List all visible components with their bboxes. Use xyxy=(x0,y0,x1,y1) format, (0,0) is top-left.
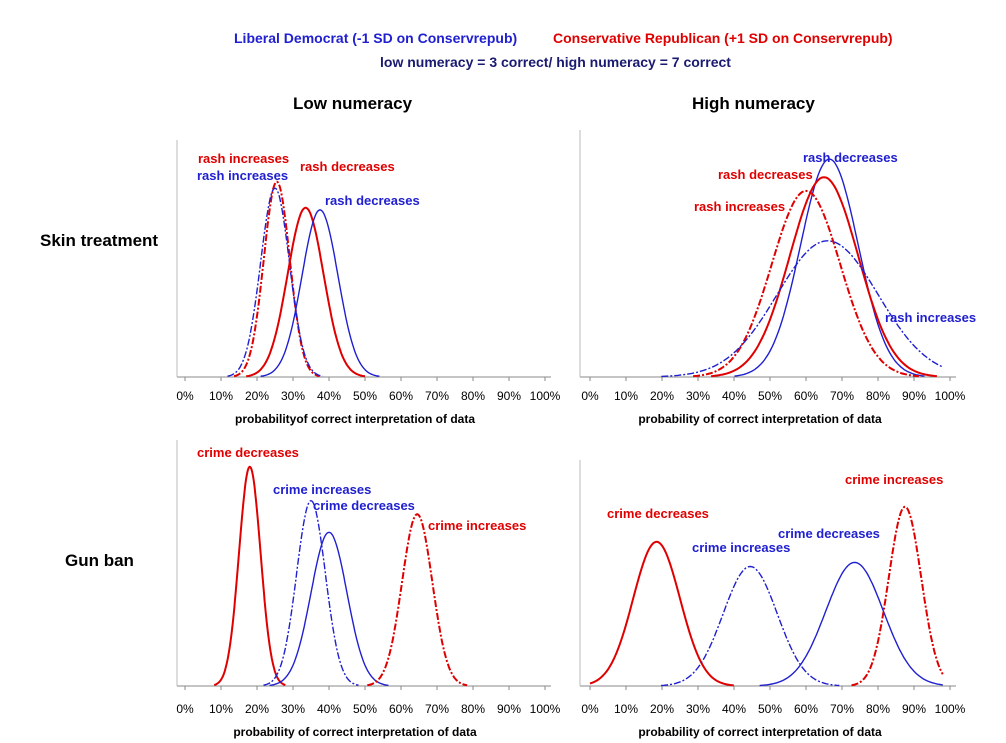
series-label: crime decreases xyxy=(778,526,880,541)
series-conservative-solid-curve xyxy=(589,540,734,687)
x-tick-label: 100% xyxy=(530,702,561,716)
x-tick-label: 100% xyxy=(530,389,561,403)
x-tick-label: 0% xyxy=(176,389,194,403)
series-label: crime increases xyxy=(845,472,943,487)
row-header-gun-ban: Gun ban xyxy=(65,551,134,570)
series-label: crime increases xyxy=(428,518,526,533)
series-conservative-dashed-curve xyxy=(692,189,920,378)
x-tick-label: 90% xyxy=(902,702,926,716)
x-tick-label: 60% xyxy=(794,702,818,716)
series-label: rash increases xyxy=(198,151,289,166)
x-tick-label: 40% xyxy=(722,702,746,716)
x-tick-label: 20% xyxy=(650,389,674,403)
x-tick-label: 10% xyxy=(614,702,638,716)
series-conservative-solid-curve xyxy=(213,465,286,687)
x-tick-label: 90% xyxy=(902,389,926,403)
x-tick-label: 0% xyxy=(581,389,599,403)
x-tick-label: 10% xyxy=(209,702,233,716)
series-label: rash decreases xyxy=(325,193,420,208)
series-liberal-solid-curve xyxy=(260,209,380,377)
x-tick-label: 50% xyxy=(353,702,377,716)
x-tick-label: 30% xyxy=(686,702,710,716)
chart-gun-low: 0% 10% 20% 30% 40% 50% 60% 70% 80% 90% 100% probabi… xyxy=(176,440,561,739)
series-label: rash decreases xyxy=(300,159,395,174)
x-tick-label: 50% xyxy=(758,389,782,403)
x-tick-label: 100% xyxy=(935,702,966,716)
x-axis-title: probability of correct interpretation of… xyxy=(638,412,882,426)
series-label: crime increases xyxy=(273,482,371,497)
series-label: crime decreases xyxy=(313,498,415,513)
series-label: crime decreases xyxy=(197,445,299,460)
series-conservative-solid-curve xyxy=(711,176,937,378)
x-tick-label: 10% xyxy=(614,389,638,403)
x-tick-label: 70% xyxy=(425,389,449,403)
x-tick-label: 60% xyxy=(389,702,413,716)
x-tick-label: 60% xyxy=(794,389,818,403)
x-tick-label: 50% xyxy=(758,702,782,716)
x-tick-label: 90% xyxy=(497,389,521,403)
x-tick-label: 50% xyxy=(353,389,377,403)
x-tick-label: 40% xyxy=(722,389,746,403)
series-liberal-solid-curve xyxy=(269,531,389,686)
x-tick-label: 40% xyxy=(317,389,341,403)
series-label: rash increases xyxy=(197,168,288,183)
numeracy-note: low numeracy = 3 correct/ high numeracy … xyxy=(380,54,731,70)
x-axis-title: probability of correct interpretation of… xyxy=(638,725,882,739)
x-tick-label: 20% xyxy=(245,702,269,716)
x-tick-label: 70% xyxy=(830,702,854,716)
x-tick-label: 10% xyxy=(209,389,233,403)
x-tick-label: 70% xyxy=(830,389,854,403)
chart-gun-high: 0% 10% 20% 30% 40% 50% 60% 70% 80% 90% 100% probabi… xyxy=(579,460,966,739)
x-tick-label: 100% xyxy=(935,389,966,403)
series-label: rash increases xyxy=(885,310,976,325)
x-tick-label: 0% xyxy=(176,702,194,716)
column-header-high-numeracy: High numeracy xyxy=(692,94,815,113)
column-header-low-numeracy: Low numeracy xyxy=(293,94,413,113)
series-conservative-dashed-curve xyxy=(367,513,468,687)
x-tick-label: 90% xyxy=(497,702,521,716)
x-tick-label: 70% xyxy=(425,702,449,716)
x-tick-label: 40% xyxy=(317,702,341,716)
x-tick-label: 30% xyxy=(281,702,305,716)
series-liberal-dashed-curve xyxy=(661,565,840,687)
row-header-skin-treatment: Skin treatment xyxy=(40,231,159,250)
series-label: crime increases xyxy=(692,540,790,555)
series-label: rash decreases xyxy=(803,150,898,165)
legend-conservative: Conservative Republican (+1 SD on Conser… xyxy=(553,30,893,46)
x-tick-label: 30% xyxy=(281,389,305,403)
chart-skin-low: 0% 10% 20% 30% 40% 50% 60% 70% 80% 90% 100% probabi… xyxy=(176,140,561,426)
x-tick-label: 20% xyxy=(245,389,269,403)
x-tick-label: 0% xyxy=(581,702,599,716)
series-label: crime decreases xyxy=(607,506,709,521)
series-conservative-solid-curve xyxy=(246,206,366,378)
series-liberal-solid-curve xyxy=(734,158,925,377)
series-liberal-solid-curve xyxy=(759,561,943,687)
chart-skin-high: 0% 10% 20% 30% 40% 50% 60% 70% 80% 90% 100% probabi… xyxy=(579,130,976,426)
series-label: rash decreases xyxy=(718,167,813,182)
series-conservative-dashed-curve xyxy=(233,180,320,378)
x-axis-title: probabilityof correct interpretation of … xyxy=(235,412,475,426)
x-axis-title: probability of correct interpretation of… xyxy=(233,725,477,739)
series-liberal-dashed-curve xyxy=(661,240,944,378)
x-tick-label: 20% xyxy=(650,702,674,716)
x-tick-label: 30% xyxy=(686,389,710,403)
series-conservative-dashed-curve xyxy=(851,505,944,687)
x-tick-label: 80% xyxy=(866,702,890,716)
series-label: rash increases xyxy=(694,199,785,214)
x-tick-label: 80% xyxy=(461,702,485,716)
x-tick-label: 80% xyxy=(461,389,485,403)
x-tick-label: 60% xyxy=(389,389,413,403)
x-tick-label: 80% xyxy=(866,389,890,403)
legend-liberal: Liberal Democrat (-1 SD on Conservrepub) xyxy=(234,30,518,46)
series-liberal-dashed-curve xyxy=(263,499,359,686)
series-liberal-dashed-curve xyxy=(227,187,323,377)
